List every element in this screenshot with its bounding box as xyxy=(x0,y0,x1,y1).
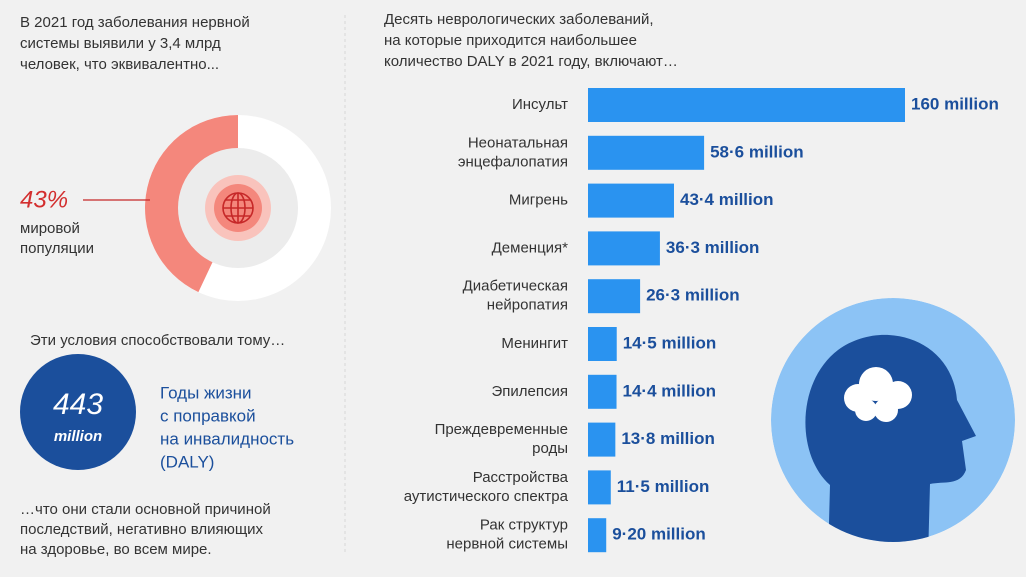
chart-title: Десять неврологических заболеваний, xyxy=(384,11,654,28)
bar-value-label: 9·20 million xyxy=(612,525,706,544)
head-icon xyxy=(771,298,1015,542)
bar xyxy=(588,374,617,409)
bar xyxy=(588,422,616,457)
category-label: Диабетическая xyxy=(463,278,568,295)
bar xyxy=(588,279,641,314)
category-label: Менингит xyxy=(501,335,568,352)
category-label: Инсульт xyxy=(512,96,568,113)
bar-value-label: 160 million xyxy=(911,94,999,113)
pie-value-label: 43% xyxy=(20,186,68,213)
category-label: Расстройства xyxy=(473,469,569,486)
conclusion-text: последствий, негативно влияющих xyxy=(20,521,264,538)
bar-value-label: 58·6 million xyxy=(710,142,804,161)
category-label: Эпилепсия xyxy=(491,383,568,400)
daly-label: с поправкой xyxy=(160,406,256,425)
pie-label: популяции xyxy=(20,240,94,257)
bar xyxy=(588,470,611,505)
daly-label: Годы жизни xyxy=(160,383,252,402)
bar-value-label: 26·3 million xyxy=(646,286,740,305)
daly-label: на инвалидность xyxy=(160,429,294,448)
category-label: аутистического спектра xyxy=(404,488,569,505)
bar xyxy=(588,135,705,170)
bar xyxy=(588,183,674,218)
daly-number: 443 xyxy=(53,388,103,421)
bar-value-label: 14·5 million xyxy=(623,333,717,352)
bar-value-label: 14·4 million xyxy=(623,381,717,400)
daly-unit: million xyxy=(54,428,102,445)
bar xyxy=(588,88,905,122)
bar xyxy=(588,231,660,266)
bar-value-label: 13·8 million xyxy=(621,429,715,448)
category-label: нервной системы xyxy=(446,536,568,553)
pie-label: мировой xyxy=(20,220,80,237)
conclusion-text: …что они стали основной причиной xyxy=(20,501,271,518)
category-label: Преждевременные xyxy=(435,421,568,438)
conditions-text: Эти условия способствовали тому… xyxy=(30,332,285,349)
bar-value-label: 11·5 million xyxy=(617,477,710,496)
bar-value-label: 36·3 million xyxy=(666,238,760,257)
category-label: энцефалопатия xyxy=(458,153,568,170)
globe-icon xyxy=(222,192,254,224)
conclusion-text: на здоровье, во всем мире. xyxy=(20,541,212,558)
daly-circle xyxy=(20,354,136,470)
chart-title: количество DALY в 2021 году, включают… xyxy=(384,53,678,70)
chart-title: на которые приходится наибольшее xyxy=(384,32,637,49)
category-label: Рак структур xyxy=(480,517,568,534)
category-label: Неонатальная xyxy=(468,134,568,151)
bar xyxy=(588,518,607,553)
intro-text: человек, что эквивалентно... xyxy=(20,56,219,73)
category-label: Мигрень xyxy=(509,192,568,209)
bar xyxy=(588,327,617,361)
intro-text: В 2021 год заболевания нервной xyxy=(20,14,250,31)
daly-label: (DALY) xyxy=(160,452,214,471)
category-label: роды xyxy=(532,440,568,457)
category-label: Деменция* xyxy=(492,239,569,256)
category-label: нейропатия xyxy=(487,297,568,314)
bar-value-label: 43·4 million xyxy=(680,190,774,209)
intro-text: системы выявили у 3,4 млрд xyxy=(20,35,221,52)
